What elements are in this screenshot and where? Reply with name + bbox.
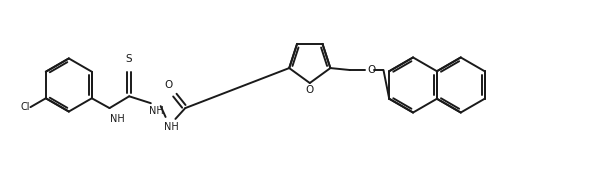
Text: NH: NH [149, 106, 163, 116]
Text: S: S [126, 54, 132, 64]
Text: O: O [165, 80, 173, 90]
Text: NH: NH [163, 122, 178, 132]
Text: O: O [368, 65, 376, 75]
Text: O: O [306, 85, 314, 95]
Text: NH: NH [110, 114, 125, 124]
Text: Cl: Cl [21, 102, 30, 112]
